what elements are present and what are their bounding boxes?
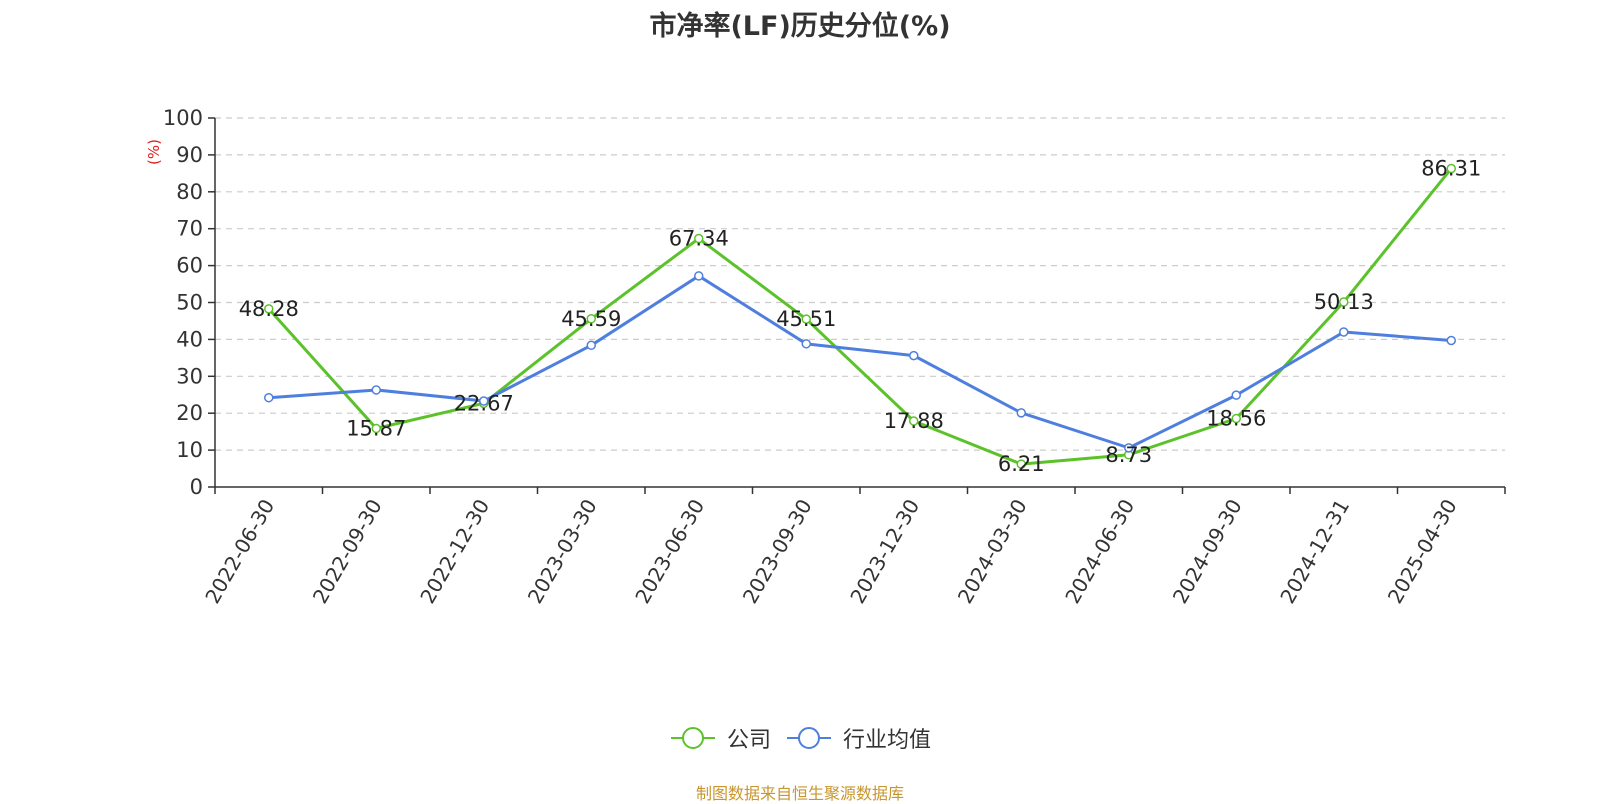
y-tick-label: 60 <box>176 254 203 278</box>
data-label: 15.87 <box>346 416 406 440</box>
data-point-industry-average[interactable] <box>371 385 381 395</box>
data-point-company[interactable] <box>1339 297 1349 307</box>
series-lines <box>264 163 1456 469</box>
data-point-company[interactable] <box>909 416 919 426</box>
data-label: 6.21 <box>998 452 1045 476</box>
x-tick-label: 2025-04-30 <box>1383 495 1462 608</box>
x-tick-label: 2023-09-30 <box>738 495 817 608</box>
series-line-industry-average <box>268 274 1452 450</box>
y-tick-label: 40 <box>176 327 203 351</box>
data-label: 8.73 <box>1105 443 1152 467</box>
x-tick-label: 2024-06-30 <box>1060 495 1139 608</box>
data-point-industry-average[interactable] <box>1339 327 1349 337</box>
legend: 公司 行业均值 <box>0 722 1600 754</box>
legend-line-marker-icon <box>669 726 717 750</box>
data-point-industry-average[interactable] <box>1124 443 1134 453</box>
data-point-industry-average[interactable] <box>1016 408 1026 418</box>
data-point-industry-average[interactable] <box>264 392 274 403</box>
data-point-company[interactable] <box>264 304 274 314</box>
x-tick-label: 2022-06-30 <box>200 495 279 608</box>
x-tick-label: 2023-06-30 <box>630 495 709 608</box>
y-tick-label: 70 <box>176 217 203 241</box>
x-tick-label: 2023-12-30 <box>845 495 924 608</box>
y-tick-label: 10 <box>176 438 203 462</box>
chart-title: 市净率(LF)历史分位(%) <box>649 11 951 42</box>
data-label: 86.31 <box>1421 157 1481 181</box>
data-label: 45.51 <box>776 307 836 331</box>
data-point-company[interactable] <box>1016 459 1026 469</box>
x-tick-label: 2024-12-31 <box>1275 495 1354 608</box>
data-label: 50.13 <box>1314 290 1374 314</box>
data-label: 22.67 <box>454 391 514 415</box>
x-tick-label: 2022-09-30 <box>308 495 387 608</box>
data-point-industry-average[interactable] <box>909 350 919 361</box>
data-labels: 48.28 15.87 22.67 45.59 67.34 45.51 17.88 6.21 8… <box>239 157 1482 477</box>
data-point-company[interactable] <box>1231 413 1241 424</box>
data-label: 45.59 <box>561 307 621 331</box>
legend-label-company: 公司 <box>726 728 771 753</box>
data-point-industry-average[interactable] <box>479 396 489 406</box>
legend-label-industry-average: 行业均值 <box>843 728 932 753</box>
data-source-note: 制图数据来自恒生聚源数据库 <box>695 784 904 803</box>
y-tick-label: 20 <box>176 401 203 425</box>
x-tick-label: 2024-03-30 <box>953 495 1032 608</box>
y-tick-label: 80 <box>176 180 203 204</box>
data-point-company[interactable] <box>1446 163 1456 174</box>
grid-lines <box>215 117 1505 451</box>
legend-item-company[interactable]: 公司 <box>669 722 771 754</box>
data-point-industry-average[interactable] <box>1231 390 1241 400</box>
y-tick-label: 30 <box>176 364 203 388</box>
x-tick-label: 2022-12-30 <box>415 495 494 608</box>
data-label: 17.88 <box>884 409 944 433</box>
x-tick-label: 2024-09-30 <box>1168 495 1247 608</box>
x-tick-label: 2023-03-30 <box>523 495 602 608</box>
legend-item-industry-average[interactable]: 行业均值 <box>785 722 931 754</box>
legend-line-marker-icon <box>785 726 833 750</box>
data-point-industry-average[interactable] <box>1446 335 1456 346</box>
y-tick-label: 90 <box>176 143 203 167</box>
y-tick-label: 50 <box>176 291 203 315</box>
data-point-industry-average[interactable] <box>586 340 596 351</box>
data-point-company[interactable] <box>586 314 596 324</box>
series-line-company <box>267 167 1453 466</box>
y-tick-label: 100 <box>163 106 203 130</box>
data-label: 67.34 <box>669 227 729 251</box>
y-tick-label: 0 <box>190 475 203 499</box>
data-point-industry-average[interactable] <box>801 339 811 349</box>
data-point-company[interactable] <box>371 423 381 434</box>
data-point-industry-average[interactable] <box>694 271 704 281</box>
data-label: 48.28 <box>239 297 299 321</box>
y-axis-label: (%) <box>145 139 163 165</box>
data-label: 18.56 <box>1206 407 1266 431</box>
data-point-company[interactable] <box>801 314 811 324</box>
data-point-company[interactable] <box>694 233 704 244</box>
